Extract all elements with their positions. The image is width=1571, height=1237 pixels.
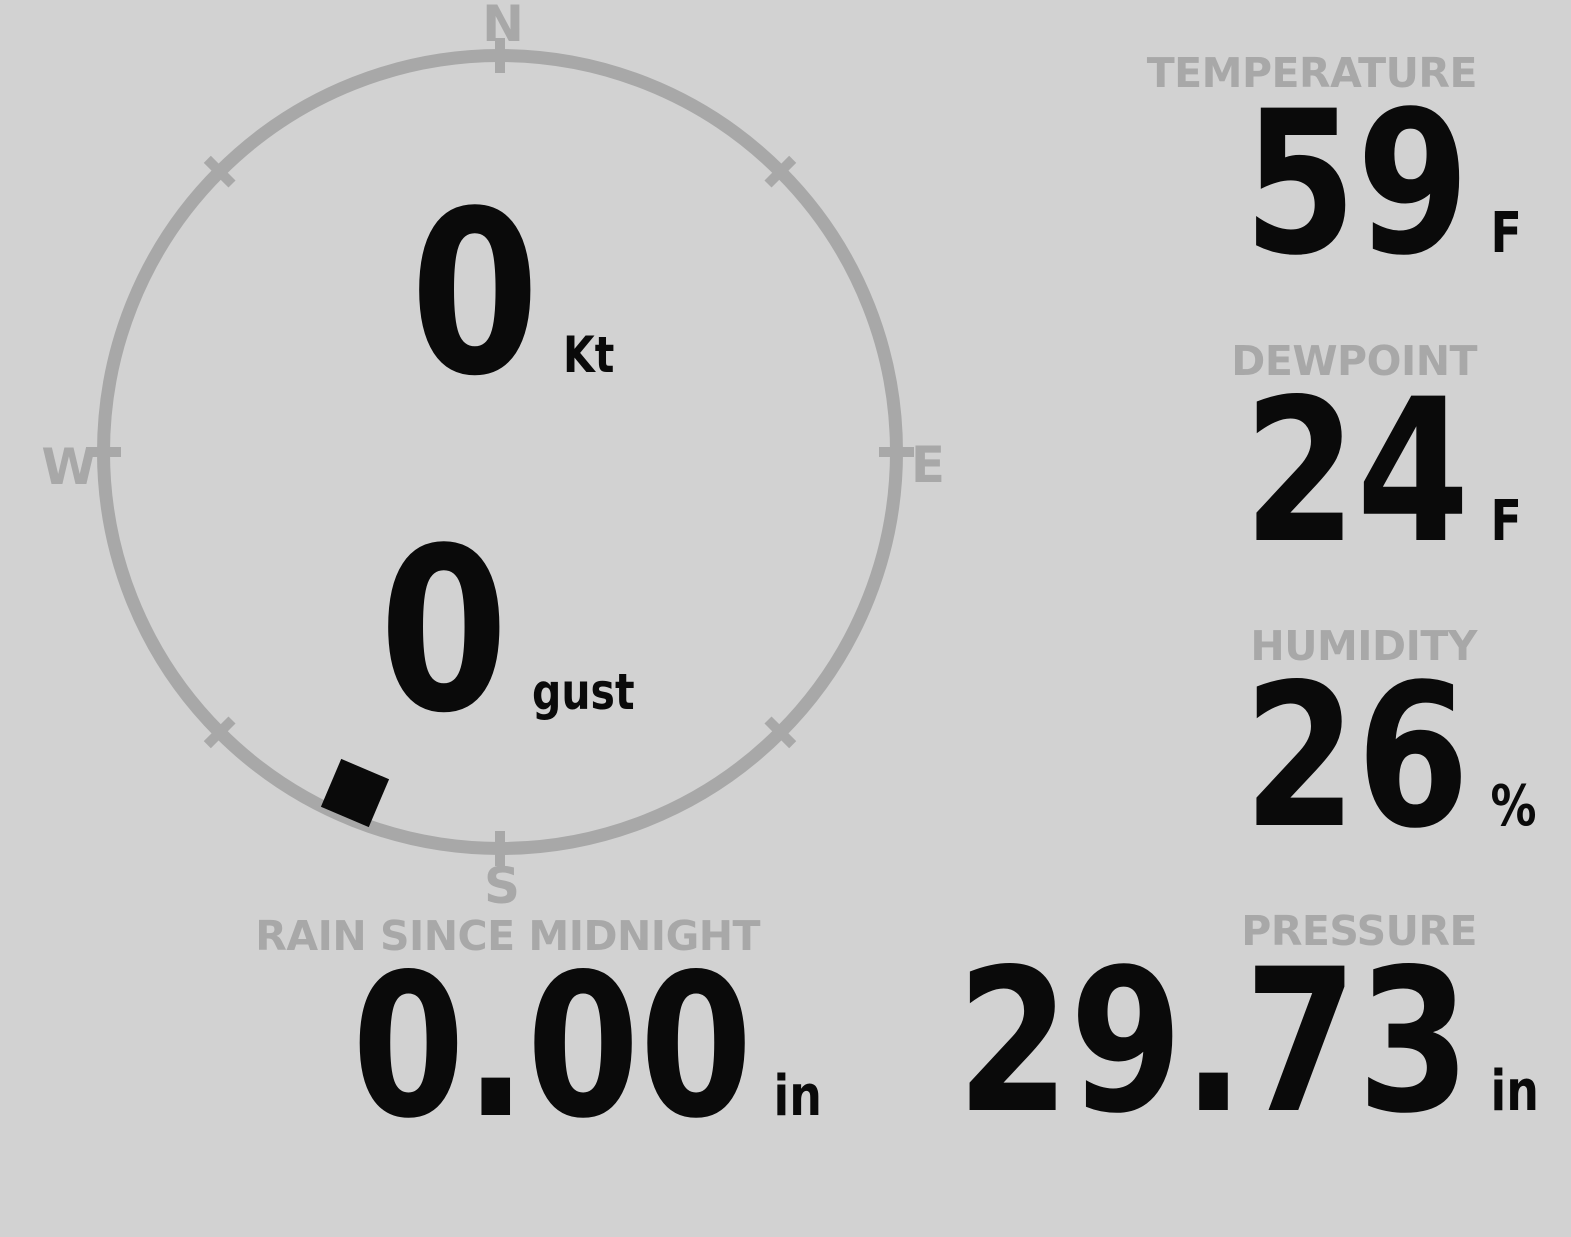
wind-speed-unit: Kt — [563, 326, 615, 384]
pressure-value-row: 29.73 in — [811, 926, 1571, 1157]
temperature-block: TEMPERATURE 59 F — [811, 49, 1571, 299]
pressure-unit: in — [1490, 1059, 1539, 1124]
temperature-value: 59 — [1244, 68, 1470, 299]
wind-speed-value: 0 — [410, 163, 540, 426]
wind-gust-value: 0 — [379, 500, 509, 763]
rain-since-midnight-value: 0.00 — [352, 931, 753, 1162]
pressure-label: PRESSURE — [1241, 907, 1477, 955]
wind-compass: N E S W 0 Kt 0 gust — [0, 0, 1008, 915]
wind-gust-unit: gust — [532, 663, 635, 721]
humidity-block: HUMIDITY 26 % — [811, 622, 1571, 872]
rain-since-midnight-block: RAIN SINCE MIDNIGHT 0.00 in — [94, 912, 854, 1162]
cardinal-north-label: N — [482, 0, 524, 53]
dewpoint-label: DEWPOINT — [1231, 337, 1477, 385]
humidity-unit: % — [1490, 774, 1537, 839]
dewpoint-unit: F — [1490, 489, 1522, 554]
compass-ring — [86, 38, 914, 866]
pressure-value: 29.73 — [956, 926, 1470, 1157]
pressure-block: PRESSURE 29.73 in — [811, 907, 1571, 1157]
humidity-value: 26 — [1244, 641, 1470, 872]
dewpoint-block: DEWPOINT 24 F — [811, 337, 1571, 587]
temperature-unit: F — [1490, 201, 1522, 266]
cardinal-east-label: E — [910, 436, 946, 494]
dewpoint-value: 24 — [1244, 356, 1470, 587]
cardinal-south-label: S — [483, 857, 521, 915]
temperature-value-row: 59 F — [811, 68, 1571, 299]
rain-since-midnight-value-row: 0.00 in — [94, 931, 854, 1162]
humidity-value-row: 26 % — [811, 641, 1571, 872]
temperature-label: TEMPERATURE — [1146, 49, 1478, 97]
rain-since-midnight-unit: in — [773, 1064, 822, 1129]
wind-speed-row: 0 Kt — [0, 163, 1008, 426]
humidity-label: HUMIDITY — [1250, 622, 1477, 670]
cardinal-west-label: W — [41, 438, 97, 496]
rain-since-midnight-label: RAIN SINCE MIDNIGHT — [255, 912, 760, 960]
dewpoint-value-row: 24 F — [811, 356, 1571, 587]
wind-gust-row: 0 gust — [0, 500, 1008, 763]
